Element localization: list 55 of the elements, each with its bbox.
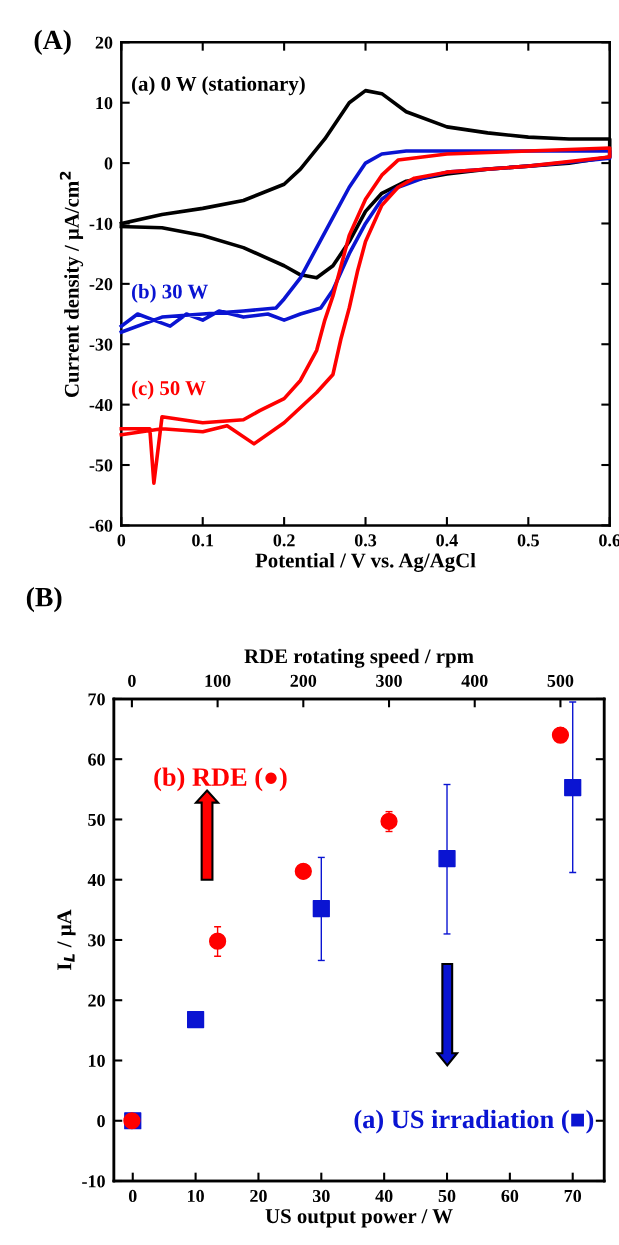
y-tick-label: 40 [87, 873, 105, 887]
y-tick-label: -30 [89, 338, 113, 351]
x2-tick-label: 200 [290, 674, 317, 687]
y-tick-label: -10 [82, 1175, 105, 1188]
y-tick-label: -50 [89, 459, 113, 472]
point [438, 850, 456, 868]
y-tick-label: -10 [89, 217, 113, 230]
point [312, 900, 330, 918]
line-series [119, 146, 612, 485]
y-tick-label: -60 [89, 519, 113, 532]
x-tick-label: 10 [188, 1189, 204, 1203]
series-label: (c) 50 W [132, 380, 206, 400]
y-tick-label: 0 [97, 1115, 105, 1128]
x-tick-label: 0 [128, 1189, 137, 1203]
x2-tick-label: 0 [128, 674, 136, 687]
x-axis-title: US output power / W [265, 1209, 453, 1228]
y-tick-label: 30 [88, 934, 105, 947]
point [564, 778, 582, 797]
y-axis-title: Current density / μA/cm$^{2}$ [59, 171, 84, 398]
y-tick-label: 10 [88, 1054, 105, 1067]
x2-tick-label: 400 [461, 674, 488, 687]
x-tick-label: 60 [501, 1189, 519, 1203]
x2-tick-label: 300 [376, 674, 402, 687]
x-axis-title: Potential / V vs. Ag/AgCl [255, 552, 476, 572]
y-tick-label: 20 [88, 994, 105, 1007]
x-tick-label: 0.2 [273, 534, 295, 547]
y-tick-label: 60 [88, 753, 105, 766]
x2-tick-label: 500 [547, 674, 574, 687]
text: (a) US irradiation (■) [354, 1109, 594, 1134]
chart-title: (B) [26, 586, 62, 613]
series-label: (b) 30 W [132, 283, 208, 303]
y-tick-label: 70 [88, 693, 105, 706]
x-tick-label: 50 [438, 1189, 456, 1203]
y-tick-label: 20 [95, 36, 113, 49]
x-tick-label: 0.3 [354, 534, 377, 547]
point [186, 1010, 205, 1029]
chart-title: (A) [34, 29, 71, 55]
x-tick-label: 0.4 [436, 534, 458, 547]
x-tick-label: 20 [250, 1189, 267, 1203]
series-label: (a) 0 W (stationary) [132, 76, 305, 96]
y-tick-label: 0 [104, 157, 113, 170]
x2-tick-label: 100 [205, 674, 231, 687]
y-axis-title: I$_{L}$ / μA [57, 909, 76, 970]
y-tick-label: -20 [89, 278, 113, 291]
x2-axis-title: RDE rotating speed / rpm [244, 648, 474, 668]
y-tick-label: -40 [89, 398, 113, 412]
x-tick-label: 40 [375, 1189, 393, 1203]
text: (b) RDE (●) [154, 767, 287, 792]
x-tick-label: 0 [117, 534, 126, 547]
x-tick-label: 30 [312, 1189, 330, 1203]
x-tick-label: 0.5 [517, 534, 539, 547]
x-tick-label: 0.1 [192, 534, 214, 547]
y-tick-label: 10 [96, 96, 113, 110]
x-tick-label: 70 [564, 1189, 582, 1203]
y-tick-label: 50 [88, 813, 105, 826]
